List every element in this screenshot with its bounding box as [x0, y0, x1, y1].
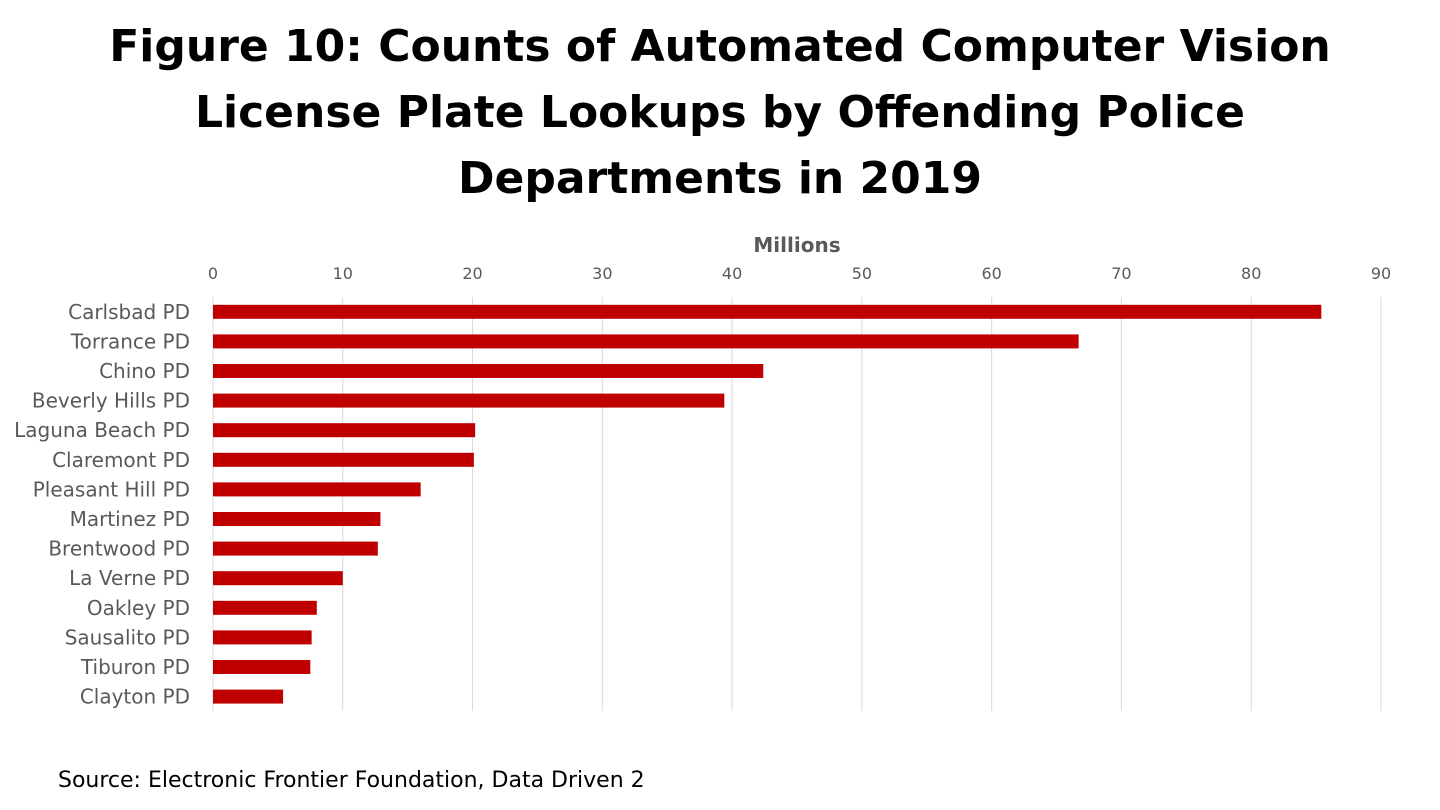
x-tick-label: 10	[333, 264, 353, 283]
chart-title-line-2: License Plate Lookups by Offending Polic…	[194, 87, 1245, 138]
bar	[213, 423, 476, 438]
gridlines	[212, 297, 1382, 711]
x-tick-label: 30	[592, 264, 612, 283]
x-tick-label: 90	[1371, 264, 1391, 283]
x-tick-label: 0	[208, 264, 218, 283]
bar	[213, 364, 764, 378]
category-label: Claremont PD	[52, 448, 190, 472]
category-label: Torrance PD	[70, 329, 190, 353]
x-tick-label: 70	[1111, 264, 1131, 283]
x-tick-label: 60	[981, 264, 1001, 283]
x-axis-label: Millions	[753, 233, 840, 257]
chart-title: Figure 10: Counts of Automated Computer …	[0, 14, 1440, 212]
bar-chart: Millions 0 10 20 30 40 50 60 70 80 90 Carlsbad PD…	[14, 233, 1391, 711]
category-label: Tiburon PD	[80, 655, 190, 679]
category-label: Brentwood PD	[48, 537, 190, 561]
category-label: Beverly Hills PD	[32, 389, 190, 413]
category-label: Martinez PD	[70, 507, 190, 531]
bar	[213, 304, 1322, 319]
chart-title-line-3: Departments in 2019	[457, 153, 983, 204]
category-label: Carlsbad PD	[68, 300, 190, 324]
category-label: La Verne PD	[69, 566, 190, 590]
source-note: Source: Electronic Frontier Foundation, …	[58, 768, 645, 793]
bar	[213, 630, 312, 645]
x-tick-label: 80	[1241, 264, 1261, 283]
category-label: Sausalito PD	[65, 625, 190, 649]
x-tick-label: 20	[462, 264, 482, 283]
category-label: Laguna Beach PD	[14, 418, 190, 442]
category-labels: Carlsbad PD Torrance PD Chino PD Beverly Hi…	[14, 300, 190, 709]
bar	[213, 452, 474, 467]
bar	[213, 512, 381, 526]
bar	[213, 600, 317, 615]
bar	[213, 571, 343, 586]
bar	[213, 689, 284, 704]
x-tick-label: 50	[852, 264, 872, 283]
bar	[213, 660, 311, 674]
chart-title-line-1: Figure 10: Counts of Automated Computer …	[109, 21, 1331, 72]
bar	[213, 393, 725, 408]
category-label: Chino PD	[99, 359, 190, 383]
x-tick-label: 40	[722, 264, 742, 283]
bar	[213, 541, 378, 556]
bar	[213, 482, 421, 497]
category-label: Clayton PD	[80, 685, 190, 709]
category-label: Pleasant Hill PD	[33, 477, 190, 501]
x-axis-ticks: 0 10 20 30 40 50 60 70 80 90	[208, 264, 1391, 283]
bar	[213, 334, 1079, 349]
bars	[213, 304, 1322, 704]
category-label: Oakley PD	[87, 596, 190, 620]
